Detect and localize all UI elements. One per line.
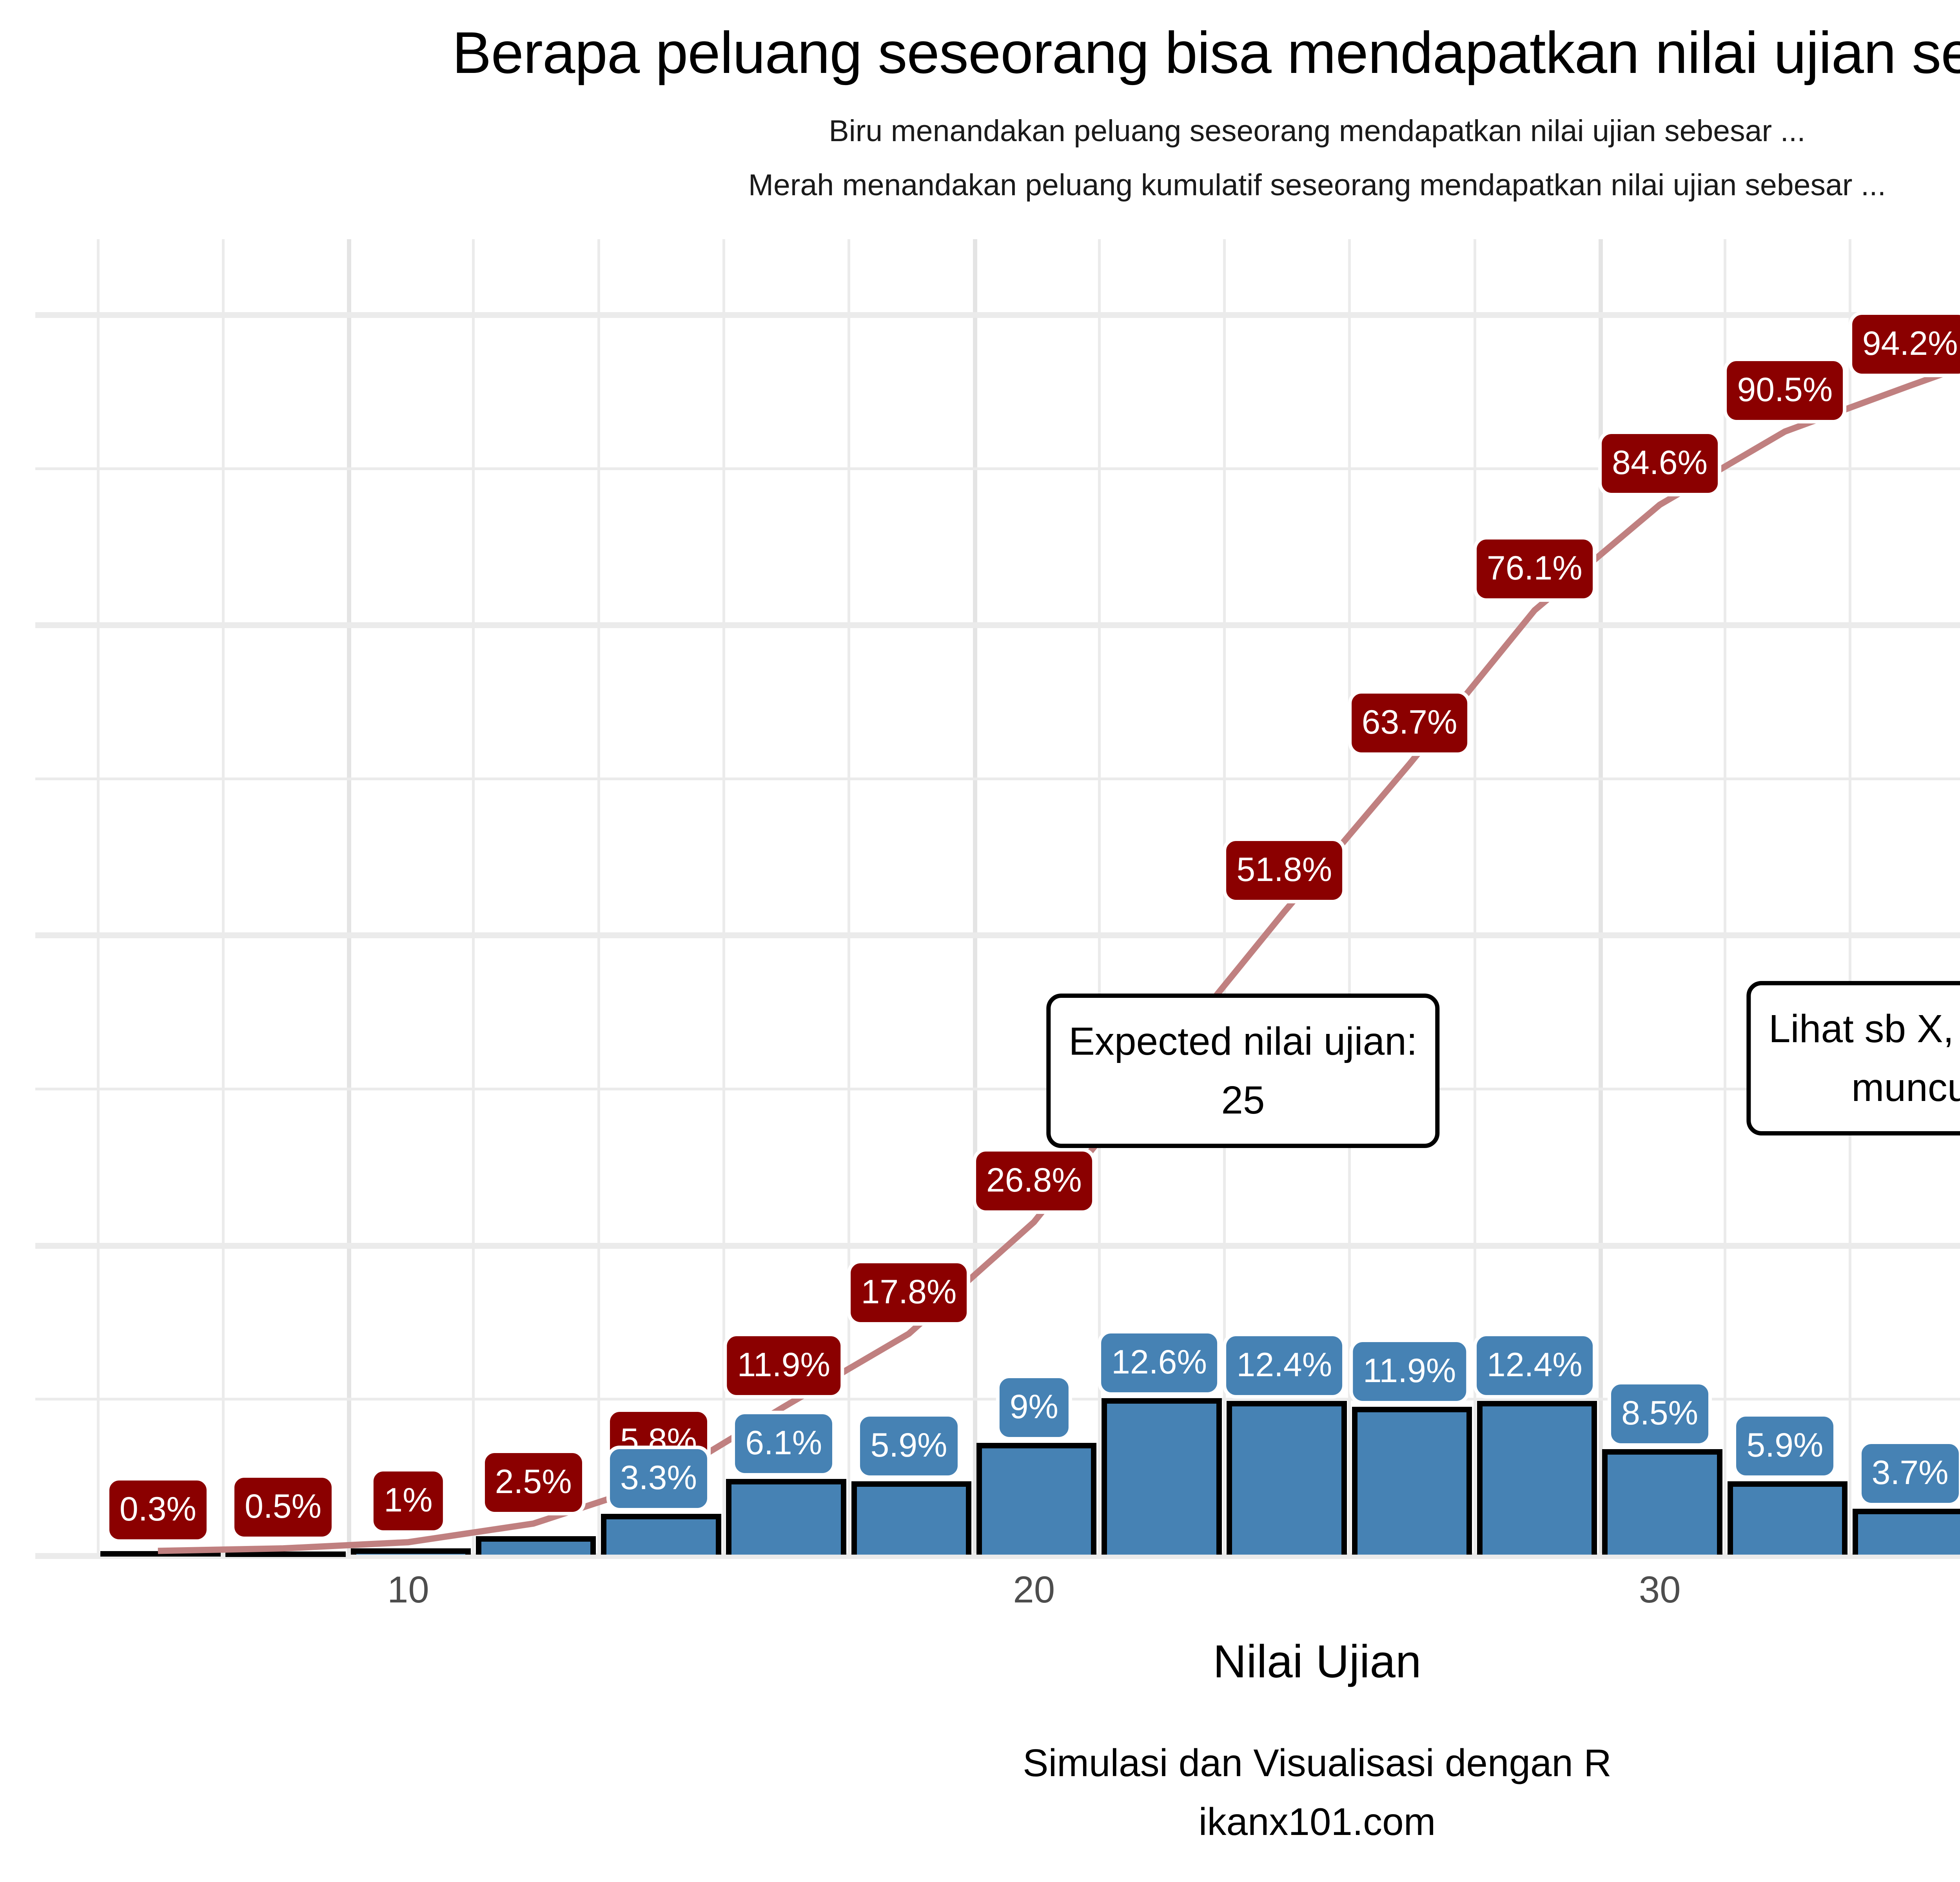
pmf-value-label: 8.5% bbox=[1608, 1381, 1712, 1447]
bar bbox=[1227, 1401, 1347, 1555]
gridline-vertical bbox=[722, 239, 725, 1555]
cdf-value-label: 1% bbox=[370, 1468, 446, 1534]
plot-panel: 0.3%0.5%1%2.5%5.8%11.9%17.8%26.8%39.4%51… bbox=[35, 239, 1960, 1559]
cdf-line-series bbox=[158, 364, 1960, 1554]
gridline-horizontal bbox=[35, 312, 1960, 318]
pmf-value-label: 5.9% bbox=[1733, 1413, 1837, 1479]
bar bbox=[1102, 1398, 1222, 1555]
annotation-line-2: muncul nilai 80! bbox=[1851, 1065, 1960, 1110]
cdf-value-label: 63.7% bbox=[1348, 690, 1471, 756]
cdf-value-label: 0.3% bbox=[105, 1477, 210, 1543]
bar bbox=[976, 1443, 1097, 1555]
cdf-value-label: 84.6% bbox=[1598, 431, 1722, 497]
x-axis-tick: 20 bbox=[1013, 1569, 1055, 1611]
gridline-vertical bbox=[1724, 239, 1727, 1555]
gridline-vertical bbox=[597, 239, 600, 1555]
cdf-value-label: 17.8% bbox=[847, 1259, 971, 1326]
gridline-vertical bbox=[472, 239, 475, 1555]
cdf-value-label: 11.9% bbox=[723, 1333, 844, 1399]
gridline-vertical bbox=[1473, 239, 1476, 1555]
pmf-value-label: 6.1% bbox=[731, 1410, 836, 1477]
annotation-line-2: 25 bbox=[1221, 1078, 1265, 1122]
subtitle-blue-legend: Biru menandakan peluang seseorang mendap… bbox=[829, 114, 1806, 148]
gridline-vertical bbox=[973, 239, 977, 1555]
gridline-vertical bbox=[1098, 239, 1101, 1555]
caption-line-1: Simulasi dan Visualisasi dengan R bbox=[1023, 1741, 1612, 1784]
bar bbox=[1477, 1401, 1597, 1555]
gridline-vertical bbox=[1348, 239, 1351, 1555]
bar bbox=[726, 1479, 846, 1555]
bar bbox=[1727, 1481, 1847, 1555]
bar bbox=[1602, 1449, 1722, 1555]
cdf-value-label: 51.8% bbox=[1223, 837, 1346, 904]
annotation-line-1: Lihat sb X, tidak mungkin bbox=[1768, 1006, 1960, 1051]
bar bbox=[851, 1481, 972, 1555]
pmf-value-label: 5.9% bbox=[857, 1413, 961, 1479]
gridline-vertical bbox=[1849, 239, 1852, 1555]
cdf-value-label: 76.1% bbox=[1473, 536, 1596, 602]
x-axis-tick: 10 bbox=[387, 1569, 429, 1611]
bar bbox=[225, 1551, 346, 1557]
subtitle-red-legend: Merah menandakan peluang kumulatif seseo… bbox=[748, 168, 1886, 202]
cdf-value-label: 94.2% bbox=[1848, 311, 1960, 378]
gridline-horizontal bbox=[35, 622, 1960, 629]
gridline-vertical bbox=[848, 239, 851, 1555]
page-title: Berapa peluang seseorang bisa mendapatka… bbox=[452, 20, 1960, 85]
bar bbox=[1352, 1407, 1472, 1555]
gridline-horizontal bbox=[35, 1088, 1960, 1091]
cdf-value-label: 2.5% bbox=[481, 1449, 586, 1515]
cdf-value-label: 26.8% bbox=[972, 1148, 1096, 1214]
pmf-value-label: 12.6% bbox=[1098, 1330, 1221, 1396]
gridline-vertical bbox=[221, 239, 225, 1555]
caption-line-2: ikanx101.com bbox=[1198, 1800, 1436, 1843]
gridline-vertical bbox=[347, 239, 352, 1555]
bar bbox=[1852, 1508, 1960, 1555]
bar bbox=[350, 1548, 471, 1555]
annotation-callout: Lihat sb X, tidak mungkin muncul nilai 80… bbox=[1746, 981, 1960, 1135]
x-axis-tick: 30 bbox=[1639, 1569, 1681, 1611]
pmf-value-label: 11.9% bbox=[1349, 1339, 1470, 1405]
pmf-value-label: 3.7% bbox=[1858, 1440, 1960, 1506]
cdf-value-label: 0.5% bbox=[231, 1474, 336, 1540]
bar bbox=[475, 1536, 596, 1555]
pmf-value-label: 9% bbox=[996, 1375, 1072, 1441]
gridline-horizontal bbox=[35, 932, 1960, 939]
gridline-horizontal bbox=[35, 467, 1960, 470]
x-axis-label: Nilai Ujian bbox=[1213, 1636, 1421, 1688]
annotation-line-1: Expected nilai ujian: bbox=[1069, 1019, 1417, 1063]
pmf-value-label: 12.4% bbox=[1473, 1332, 1596, 1399]
annotation-callout: Expected nilai ujian: 25 bbox=[1046, 993, 1440, 1148]
bar bbox=[601, 1513, 721, 1555]
cdf-polyline bbox=[158, 364, 1960, 1554]
pmf-value-label: 3.3% bbox=[606, 1445, 711, 1511]
pmf-value-label: 12.4% bbox=[1223, 1332, 1346, 1399]
gridline-horizontal bbox=[35, 1243, 1960, 1249]
gridline-vertical bbox=[96, 239, 100, 1555]
cdf-value-label: 90.5% bbox=[1723, 357, 1847, 423]
gridline-vertical bbox=[1598, 239, 1603, 1555]
gridline-horizontal bbox=[35, 777, 1960, 780]
